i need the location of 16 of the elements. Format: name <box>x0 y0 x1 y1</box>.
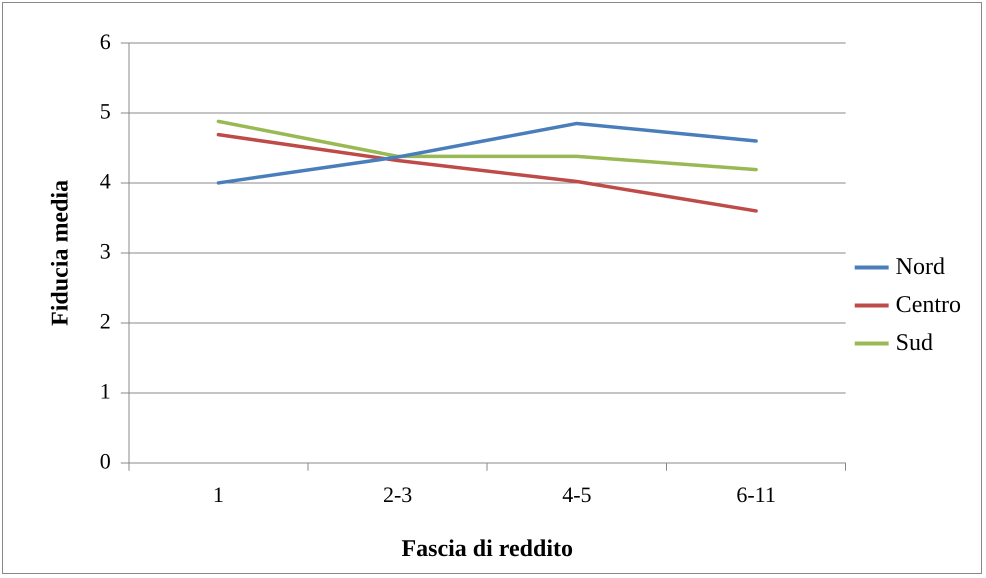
y-axis-title: Fiducia media <box>48 180 74 326</box>
y-tick-label: 2 <box>100 308 111 334</box>
y-tick-label: 5 <box>100 98 111 124</box>
x-tick-label: 4-5 <box>562 482 592 507</box>
x-axis-title: Fascia di reddito <box>401 536 574 562</box>
legend-label: Nord <box>896 254 946 280</box>
y-tick-label: 1 <box>100 378 111 404</box>
x-tick-label: 6-11 <box>736 482 776 507</box>
x-tick-label: 1 <box>212 482 224 507</box>
legend-label: Sud <box>896 330 934 356</box>
legend-label: Centro <box>896 292 962 318</box>
x-tick-label: 2-3 <box>382 482 412 507</box>
y-tick-label: 3 <box>100 238 111 264</box>
y-tick-label: 0 <box>100 448 111 474</box>
y-tick-label: 4 <box>100 168 111 194</box>
y-tick-label: 6 <box>100 28 111 54</box>
